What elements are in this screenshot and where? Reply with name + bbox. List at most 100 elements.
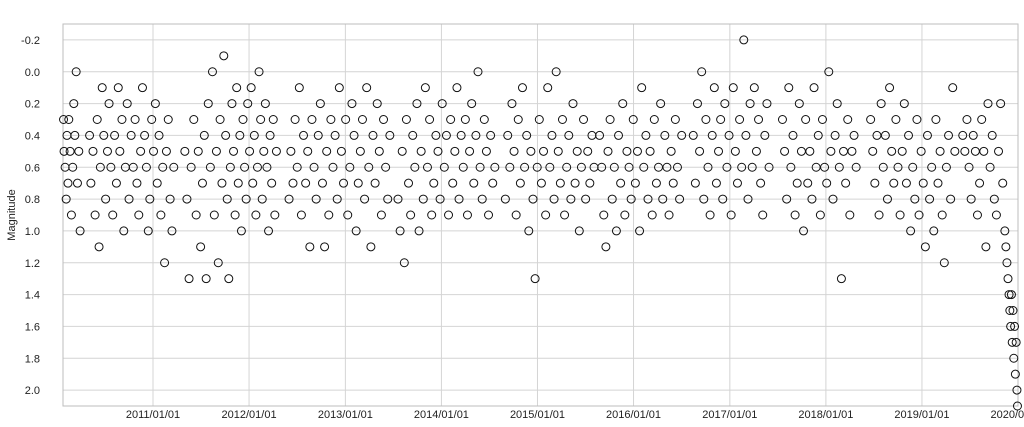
data-point (452, 83, 462, 93)
data-point (182, 194, 192, 204)
data-point (885, 83, 895, 93)
data-point (622, 146, 632, 156)
data-point (735, 115, 745, 124)
data-point (70, 130, 80, 140)
data-point (607, 194, 617, 204)
data-point (106, 162, 116, 172)
data-point (809, 83, 819, 93)
data-point (1005, 306, 1015, 315)
data-point (288, 178, 298, 188)
data-point (914, 210, 924, 220)
data-point (196, 242, 206, 252)
data-point (1006, 290, 1016, 300)
data-point (643, 194, 653, 204)
data-point (718, 194, 728, 204)
data-point (64, 115, 74, 124)
data-point (534, 115, 544, 124)
data-point (268, 115, 278, 124)
data-point (224, 274, 234, 284)
data-point (762, 99, 772, 109)
data-point (313, 130, 323, 140)
data-point (597, 162, 607, 172)
data-point (401, 115, 411, 124)
data-point (507, 99, 517, 109)
data-point (355, 146, 365, 156)
data-point (666, 146, 676, 156)
data-point (59, 146, 69, 156)
data-point (887, 146, 897, 156)
data-point (834, 162, 844, 172)
x-tick-label: 2013/01/01 (318, 409, 373, 421)
data-point (251, 210, 261, 220)
data-point (788, 130, 798, 140)
data-point (688, 130, 698, 140)
data-point (66, 210, 76, 220)
data-point (406, 210, 416, 220)
data-point (332, 194, 342, 204)
data-point (651, 178, 661, 188)
data-point (397, 146, 407, 156)
data-point (286, 146, 296, 156)
data-point (374, 146, 384, 156)
data-point (931, 115, 941, 124)
data-point (726, 210, 736, 220)
data-point (889, 178, 899, 188)
data-point (249, 130, 259, 140)
data-point (922, 130, 932, 140)
data-point (720, 99, 730, 109)
data-point (265, 130, 275, 140)
data-point (357, 115, 367, 124)
data-point (431, 130, 441, 140)
data-point (130, 115, 140, 124)
plot-frame (62, 23, 1019, 407)
data-point (777, 115, 787, 124)
data-point (1007, 337, 1017, 347)
data-point (454, 194, 464, 204)
data-point (820, 162, 830, 172)
data-point (85, 130, 95, 140)
data-point (557, 115, 567, 124)
data-point (866, 115, 876, 124)
data-point (899, 99, 909, 109)
data-point (376, 210, 386, 220)
data-point (364, 162, 374, 172)
data-point (385, 130, 395, 140)
data-point (878, 162, 888, 172)
data-point (71, 67, 81, 77)
data-point (326, 115, 336, 124)
data-point (217, 178, 227, 188)
data-point (427, 210, 437, 220)
data-point (336, 146, 346, 156)
data-point (245, 146, 255, 156)
data-point (505, 162, 515, 172)
data-point (966, 194, 976, 204)
data-point (989, 194, 999, 204)
data-point (826, 146, 836, 156)
data-point (805, 146, 815, 156)
data-point (658, 194, 668, 204)
data-point (960, 146, 970, 156)
data-point (824, 67, 834, 77)
data-point (227, 99, 237, 109)
data-point (134, 210, 144, 220)
data-point (101, 194, 111, 204)
data-point (839, 146, 849, 156)
data-point (158, 162, 168, 172)
data-point (935, 146, 945, 156)
data-point (108, 210, 118, 220)
data-point (349, 130, 359, 140)
data-point (469, 178, 479, 188)
data-point (180, 146, 190, 156)
x-tick-label: 2016/01/01 (606, 409, 661, 421)
data-point (799, 226, 809, 236)
data-point (539, 146, 549, 156)
data-point (728, 83, 738, 93)
data-point (703, 162, 713, 172)
data-point (95, 162, 105, 172)
data-point (758, 210, 768, 220)
data-point (86, 178, 96, 188)
data-point (429, 178, 439, 188)
data-point (160, 258, 170, 268)
x-tick-label: 2018/01/01 (798, 409, 853, 421)
